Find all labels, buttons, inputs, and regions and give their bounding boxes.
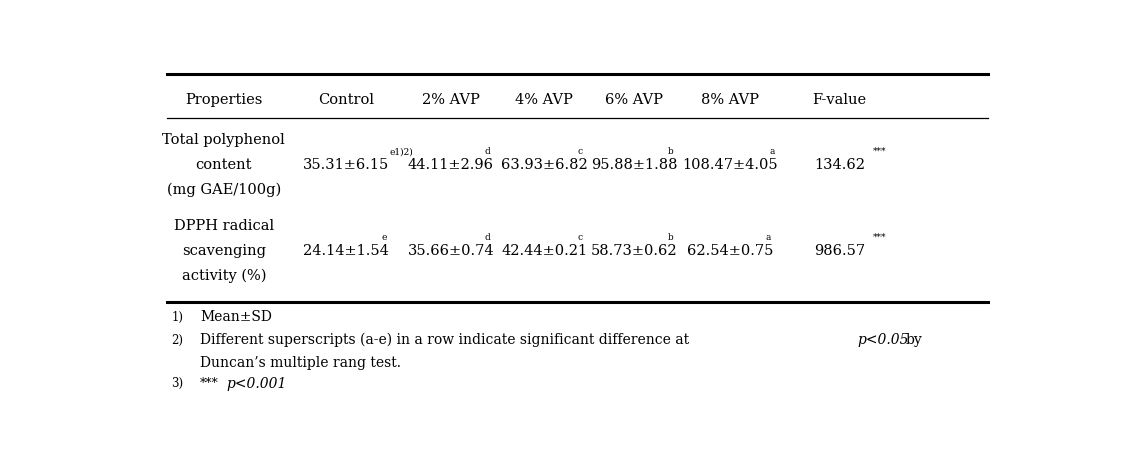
Text: c: c: [578, 147, 583, 156]
Text: 35.66±0.74: 35.66±0.74: [408, 244, 495, 258]
Text: activity (%): activity (%): [181, 268, 266, 283]
Text: 58.73±0.62: 58.73±0.62: [591, 244, 677, 258]
Text: b: b: [667, 233, 673, 242]
Text: 24.14±1.54: 24.14±1.54: [303, 244, 389, 258]
Text: 6% AVP: 6% AVP: [605, 93, 664, 107]
Text: c: c: [578, 233, 583, 242]
Text: 44.11±2.96: 44.11±2.96: [408, 158, 494, 172]
Text: b: b: [667, 147, 673, 156]
Text: 42.44±0.21: 42.44±0.21: [502, 244, 587, 258]
Text: 134.62: 134.62: [814, 158, 866, 172]
Text: content: content: [196, 158, 252, 172]
Text: 108.47±4.05: 108.47±4.05: [683, 158, 779, 172]
Text: Total polyphenol: Total polyphenol: [162, 133, 285, 147]
Text: ***: ***: [872, 147, 886, 156]
Text: d: d: [485, 233, 490, 242]
Text: Different superscripts (a-e) in a row indicate significant difference at: Different superscripts (a-e) in a row in…: [201, 333, 694, 347]
Text: d: d: [485, 147, 490, 156]
Text: 4% AVP: 4% AVP: [515, 93, 574, 107]
Text: DPPH radical: DPPH radical: [174, 219, 274, 233]
Text: ***: ***: [872, 233, 886, 242]
Text: Mean±SD: Mean±SD: [201, 310, 272, 324]
Text: (mg GAE/100g): (mg GAE/100g): [167, 182, 281, 197]
Text: 2): 2): [171, 334, 184, 347]
Text: e: e: [381, 233, 387, 242]
Text: ***: ***: [201, 378, 219, 390]
Text: a: a: [765, 233, 771, 242]
Text: by: by: [905, 333, 922, 347]
Text: p<0.001: p<0.001: [227, 377, 287, 391]
Text: p<0.05: p<0.05: [857, 333, 908, 347]
Text: 63.93±6.82: 63.93±6.82: [502, 158, 588, 172]
Text: F-value: F-value: [813, 93, 867, 107]
Text: scavenging: scavenging: [181, 244, 266, 258]
Text: Properties: Properties: [185, 93, 263, 107]
Text: a: a: [770, 147, 775, 156]
Text: 1): 1): [171, 311, 184, 324]
Text: Control: Control: [318, 93, 374, 107]
Text: 35.31±6.15: 35.31±6.15: [303, 158, 389, 172]
Text: 986.57: 986.57: [814, 244, 866, 258]
Text: 2% AVP: 2% AVP: [421, 93, 480, 107]
Text: 95.88±1.88: 95.88±1.88: [591, 158, 677, 172]
Text: Duncan’s multiple rang test.: Duncan’s multiple rang test.: [201, 356, 401, 370]
Text: 8% AVP: 8% AVP: [701, 93, 760, 107]
Text: 3): 3): [171, 378, 184, 390]
Text: 62.54±0.75: 62.54±0.75: [687, 244, 773, 258]
Text: e1)2): e1)2): [390, 147, 414, 156]
